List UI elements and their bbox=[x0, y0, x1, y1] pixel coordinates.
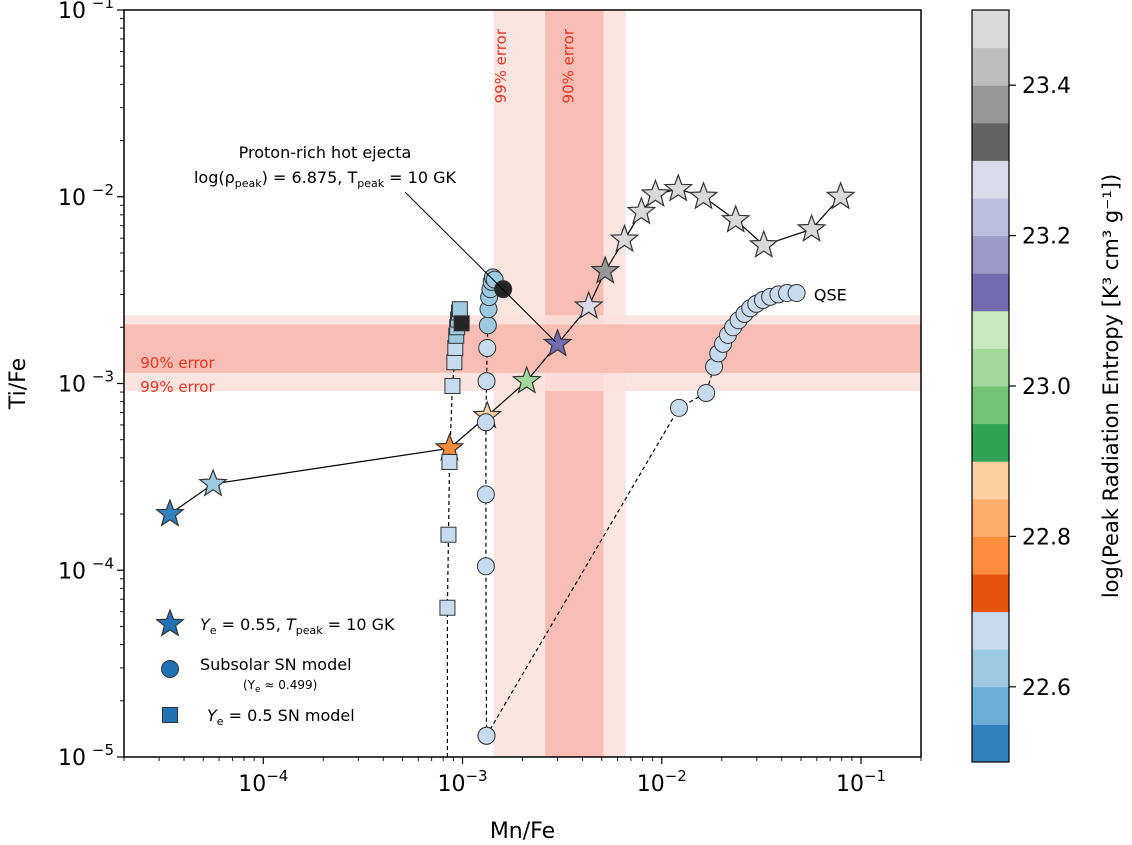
point-star-0-11 bbox=[663, 173, 694, 202]
y-tick-exp-0: −5 bbox=[92, 741, 114, 759]
x-tick-label-3: 10−1 bbox=[836, 767, 886, 797]
point-square-3-2 bbox=[440, 526, 457, 543]
point-star-0-16 bbox=[825, 181, 856, 210]
point-circle-1-1 bbox=[476, 557, 495, 576]
colorbar-segment-9 bbox=[972, 386, 1009, 425]
y-axis-label: Ti/Fe bbox=[6, 358, 31, 410]
error-label-y-3: 90% error bbox=[140, 354, 215, 372]
colorbar-segment-0 bbox=[972, 724, 1009, 763]
legend-sublabel-1: (Ye ≈ 0.499) bbox=[243, 678, 317, 695]
point-square-3-1 bbox=[439, 599, 456, 616]
colorbar-segment-18 bbox=[972, 47, 1009, 86]
colorbar-segment-5 bbox=[972, 536, 1009, 575]
colorbar-segment-3 bbox=[972, 611, 1009, 650]
point-star-0-6 bbox=[573, 290, 604, 319]
colorbar-segment-10 bbox=[972, 348, 1009, 387]
point-star-0-7 bbox=[590, 255, 621, 284]
qse-label: QSE bbox=[814, 285, 847, 304]
colorbar-segment-16 bbox=[972, 122, 1009, 161]
colorbar-segment-1 bbox=[972, 686, 1009, 725]
colorbar-label: log(Peak Radiation Entropy [K³ cm³ g⁻¹]) bbox=[1099, 174, 1123, 598]
x-tick-label-1: 10−3 bbox=[437, 767, 487, 797]
point-circle-1-5 bbox=[478, 338, 497, 357]
y-tick-exp-4: −1 bbox=[92, 0, 114, 12]
y-tick-exp-2: −3 bbox=[92, 368, 114, 386]
series-markers bbox=[154, 173, 856, 745]
point-star-0-12 bbox=[688, 181, 719, 210]
point-star-0-14 bbox=[748, 229, 779, 258]
point-circle-1-3 bbox=[476, 413, 495, 432]
legend-circle-marker bbox=[161, 660, 179, 678]
point-circle-1-2 bbox=[476, 485, 495, 504]
colorbar-segment-7 bbox=[972, 461, 1009, 500]
point-square-3-12 bbox=[453, 315, 470, 332]
point-star-0-13 bbox=[720, 204, 751, 233]
point-circle-2-2 bbox=[697, 383, 716, 402]
x-axis-label: Mn/Fe bbox=[490, 819, 555, 844]
colorbar-segment-4 bbox=[972, 574, 1009, 613]
annotation-line1: Proton-rich hot ejecta bbox=[239, 143, 412, 162]
point-circle-2-0 bbox=[477, 726, 496, 745]
error-band-labels: 99% error 90% error 99% error 90% error bbox=[140, 28, 577, 396]
point-star-0-4 bbox=[511, 365, 542, 394]
point-star-0-8 bbox=[609, 223, 640, 253]
colorbar-segment-11 bbox=[972, 310, 1009, 349]
point-circle-1-4 bbox=[477, 372, 496, 391]
annotation-arrow bbox=[404, 191, 556, 343]
x-tick-label-0: 10−4 bbox=[238, 767, 288, 797]
colorbar-segment-2 bbox=[972, 649, 1009, 688]
y-tick-label-0: 10 bbox=[58, 746, 86, 771]
colorbar-segment-17 bbox=[972, 85, 1009, 124]
error-label-x-0: 99% error bbox=[492, 28, 510, 103]
axes: 10−4 10−3 10−2 10−110−510−410−310−210 −1Mn/F… bbox=[6, 0, 922, 844]
colorbar-tick-label-2: 23.0 bbox=[1022, 375, 1071, 400]
colorbar: 22.6 22.8 23.0 23.2 23.4 log(Peak Radiation E… bbox=[971, 9, 1123, 763]
colorbar-tick-label-0: 22.6 bbox=[1022, 676, 1071, 701]
point-square-3-4 bbox=[444, 377, 461, 394]
legend-star-marker bbox=[155, 608, 185, 637]
y-tick-label-3: 10 bbox=[58, 186, 86, 211]
point-star-0-1 bbox=[198, 468, 229, 497]
point-star-0-10 bbox=[640, 178, 671, 208]
legend-label-0: Ye = 0.55, Tpeak = 10 GK bbox=[200, 615, 395, 637]
point-star-0-15 bbox=[796, 213, 827, 242]
legend-square-marker bbox=[162, 707, 178, 723]
legend-label-1: Subsolar SN model bbox=[200, 655, 352, 674]
colorbar-segment-14 bbox=[972, 198, 1009, 237]
colorbar-segment-19 bbox=[972, 10, 1009, 49]
x-tick-label-2: 10−2 bbox=[637, 767, 687, 797]
colorbar-tick-label-4: 23.4 bbox=[1022, 74, 1071, 99]
point-square-3-11 bbox=[451, 301, 468, 318]
colorbar-segment-13 bbox=[972, 235, 1009, 274]
colorbar-tick-label-3: 23.2 bbox=[1022, 225, 1071, 250]
legend-label-2: Ye = 0.5 SN model bbox=[207, 706, 355, 728]
error-bands bbox=[124, 10, 921, 757]
point-circle-2-16 bbox=[787, 284, 806, 303]
colorbar-tick-label-1: 22.8 bbox=[1022, 525, 1071, 550]
error-label-x-1: 90% error bbox=[559, 28, 577, 103]
point-square-3-3 bbox=[441, 453, 458, 470]
error-label-y-2: 99% error bbox=[140, 378, 215, 396]
legend: Ye = 0.55, Tpeak = 10 GK Subsolar SN mode… bbox=[155, 608, 395, 728]
point-star-0-0 bbox=[154, 498, 185, 527]
point-star-0-9 bbox=[626, 196, 657, 225]
y-tick-label-4: 10 bbox=[58, 0, 86, 24]
y-tick-label-1: 10 bbox=[58, 559, 86, 584]
y-tick-exp-1: −4 bbox=[92, 554, 114, 572]
annotations: Proton-rich hot ejecta log(ρpeak) = 6.875… bbox=[194, 143, 847, 343]
colorbar-segment-8 bbox=[972, 423, 1009, 462]
annotation-line2: log(ρpeak) = 6.875, Tpeak = 10 GK bbox=[194, 168, 457, 190]
error-band-y-3 bbox=[124, 324, 921, 373]
colorbar-segment-15 bbox=[972, 160, 1009, 199]
point-star-0-5 bbox=[542, 328, 573, 357]
point-circle-2-1 bbox=[669, 398, 688, 417]
colorbar-segment-12 bbox=[972, 273, 1009, 312]
y-tick-exp-3: −2 bbox=[92, 181, 114, 199]
point-square-3-5 bbox=[446, 354, 463, 371]
y-tick-label-2: 10 bbox=[58, 373, 86, 398]
colorbar-segment-6 bbox=[972, 498, 1009, 537]
point-circle-1-6 bbox=[478, 316, 497, 335]
